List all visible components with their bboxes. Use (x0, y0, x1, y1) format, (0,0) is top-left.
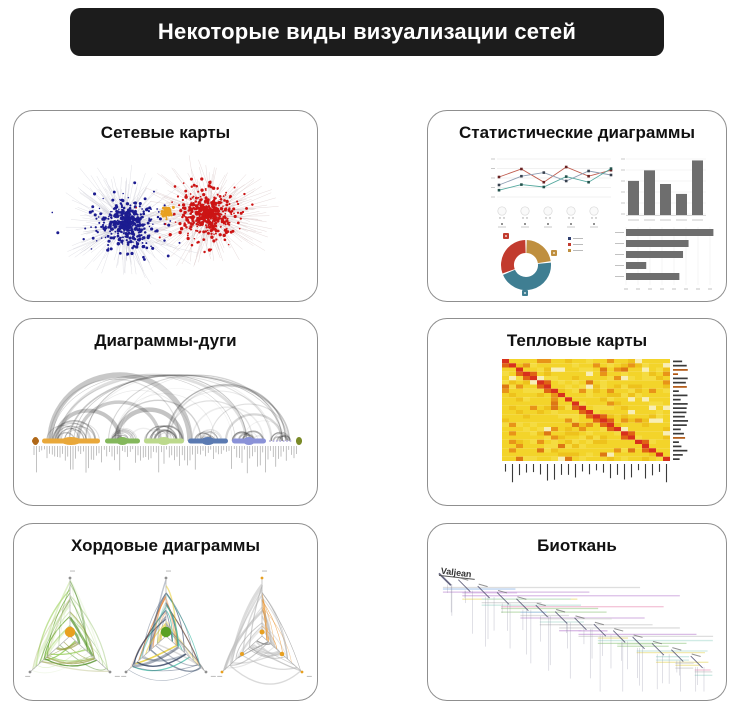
hive-plots-thumbnail (25, 570, 312, 685)
network-map-thumbnail (51, 155, 279, 285)
card-title-chord-diagrams: Хордовые диаграммы (70, 536, 261, 555)
card-chord-diagrams: Хордовые диаграммы (13, 523, 318, 701)
card-title-arc-diagrams: Диаграммы-дуги (94, 331, 237, 350)
bar-chart-thumbnail (621, 158, 706, 221)
arc-diagram-thumbnail (32, 372, 302, 474)
heatmap-thumbnail (502, 359, 689, 483)
card-title-statistical-diagrams: Статистические диаграммы (458, 123, 696, 142)
card-title-heat-maps: Тепловые карты (506, 331, 648, 350)
hbar-chart-thumbnail (615, 227, 714, 290)
card-title-network-maps: Сетевые карты (100, 123, 231, 142)
biofabric-thumbnail: Valjean (438, 566, 714, 692)
card-title-biofabric: Биоткань (537, 536, 617, 555)
donut-chart-thumbnail (501, 233, 583, 296)
card-statistical-diagrams: Статистические диаграммы (427, 110, 727, 302)
slide-title: Некоторые виды визуализации сетей (157, 19, 577, 44)
line-chart-thumbnail (491, 158, 613, 228)
card-biofabric: Биоткань Valjean (427, 523, 727, 701)
card-heat-maps: Тепловые карты (427, 318, 727, 506)
card-arc-diagrams: Диаграммы-дуги (13, 318, 318, 506)
card-network-maps: Сетевые карты (13, 110, 318, 302)
slide-title-bar: Некоторые виды визуализации сетей (70, 8, 664, 56)
